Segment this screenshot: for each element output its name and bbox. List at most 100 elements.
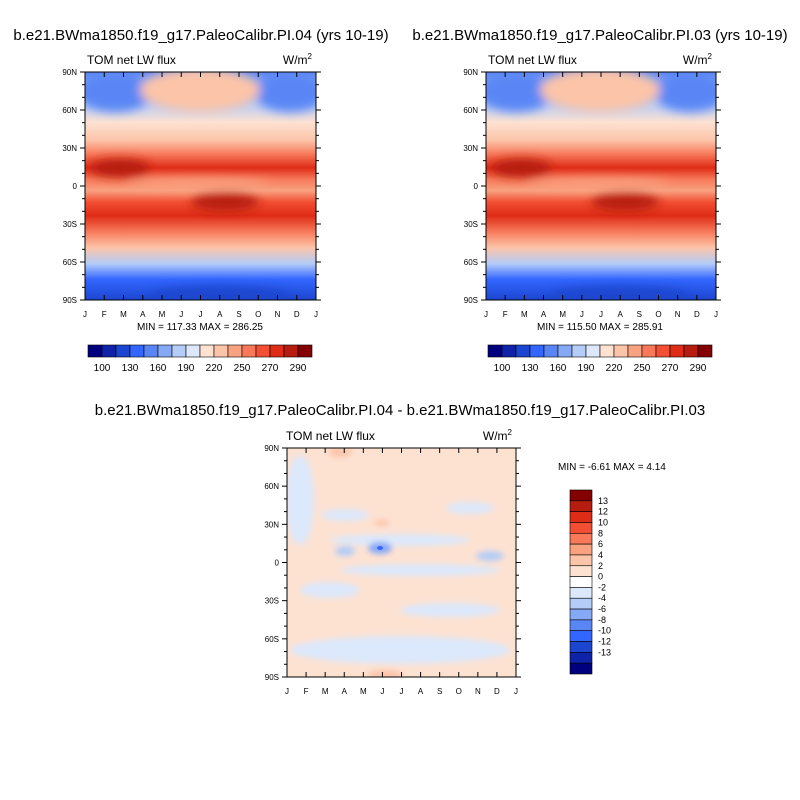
- x-tick-label: M: [322, 687, 329, 696]
- x-tick-label: O: [655, 310, 661, 319]
- colorbar-label: 190: [178, 363, 195, 374]
- colorbar-label: 0: [598, 572, 603, 582]
- panel-c-minmax: MIN = -6.61 MAX = 4.14: [558, 462, 666, 473]
- colorbar-swatch: [269, 344, 285, 358]
- x-tick-label: D: [694, 310, 700, 319]
- x-tick-label: S: [637, 310, 642, 319]
- colorbar-swatch: [569, 608, 593, 621]
- colorbar-swatch: [227, 344, 243, 358]
- colorbar-swatch: [569, 662, 593, 675]
- colorbar-swatch: [143, 344, 159, 358]
- colorbar-label: 4: [598, 550, 603, 560]
- y-tick-label: 90N: [463, 68, 478, 77]
- colorbar-swatch: [641, 344, 657, 358]
- colorbar-swatch: [101, 344, 117, 358]
- colorbar-swatch: [569, 652, 593, 664]
- colorbar-swatch: [129, 344, 145, 358]
- colorbar-label: 290: [690, 363, 707, 374]
- colorbar-label: 160: [150, 363, 167, 374]
- x-tick-label: J: [314, 310, 318, 319]
- x-tick-label: J: [599, 310, 603, 319]
- colorbar-swatch: [557, 344, 573, 358]
- colorbar-swatch: [569, 565, 593, 577]
- x-tick-label: D: [294, 310, 300, 319]
- x-tick-label: A: [541, 310, 547, 319]
- colorbar-label: 250: [634, 363, 651, 374]
- y-tick-label: 0: [275, 559, 280, 568]
- panel-b-title: b.e21.BWma1850.f19_g17.PaleoCalibr.PI.03…: [412, 27, 787, 44]
- panel-c-axes: J F M A M J J A S O N D J 90N 60N 30N 0 30S 60S 90S: [264, 444, 521, 696]
- colorbar-label: 290: [290, 363, 307, 374]
- colorbar-label: 270: [662, 363, 679, 374]
- x-tick-label: F: [503, 310, 508, 319]
- x-tick-label: J: [400, 687, 404, 696]
- y-tick-label: 90S: [464, 296, 478, 305]
- panel-a-axes: J F M A M J J A S O N D J 90N 60N 30N 0 30S 60S 90S: [62, 68, 321, 319]
- x-tick-label: J: [714, 310, 718, 319]
- x-tick-label: O: [456, 687, 462, 696]
- colorbar-swatch: [515, 344, 531, 358]
- panel-a-title: b.e21.BWma1850.f19_g17.PaleoCalibr.PI.04…: [13, 27, 388, 44]
- colorbar-label: 130: [122, 363, 139, 374]
- colorbar-swatch: [297, 344, 313, 358]
- colorbar-swatch: [569, 511, 593, 523]
- panel-a-units-label: W/m2: [283, 52, 313, 67]
- colorbar-swatch: [569, 500, 593, 512]
- colorbar-label: 190: [578, 363, 595, 374]
- colorbar-swatch: [683, 344, 699, 358]
- x-tick-label: J: [580, 310, 584, 319]
- x-tick-label: S: [437, 687, 442, 696]
- x-tick-label: A: [140, 310, 146, 319]
- colorbar-swatch: [569, 576, 593, 588]
- colorbar-label: -8: [598, 615, 606, 625]
- colorbar-swatch: [571, 344, 587, 358]
- colorbar-label: 220: [606, 363, 623, 374]
- panel-a-field: [85, 72, 316, 300]
- x-tick-label: J: [285, 687, 289, 696]
- x-tick-label: F: [304, 687, 309, 696]
- y-tick-label: 60N: [463, 106, 478, 115]
- panel-c-field: [287, 448, 516, 677]
- colorbar-swatch: [569, 597, 593, 610]
- panel-b-units-label: W/m2: [683, 52, 713, 67]
- x-tick-label: J: [179, 310, 183, 319]
- x-tick-label: N: [675, 310, 681, 319]
- colorbar-label: 2: [598, 561, 603, 571]
- panel-b-field: [486, 72, 716, 300]
- colorbar-swatch: [213, 344, 229, 358]
- colorbar-label: -13: [598, 647, 611, 657]
- colorbar-swatch: [669, 344, 685, 358]
- panel-c-variable-label: TOM net LW flux: [286, 429, 375, 443]
- y-tick-label: 30N: [264, 520, 279, 529]
- colorbar-swatch: [569, 543, 593, 556]
- x-tick-label: D: [494, 687, 500, 696]
- colorbar-swatch: [569, 641, 593, 653]
- y-tick-label: 0: [474, 182, 479, 191]
- colorbar-swatch: [569, 532, 593, 545]
- panel-b-variable-label: TOM net LW flux: [488, 53, 577, 67]
- y-tick-label: 30N: [463, 144, 478, 153]
- colorbar-label: 8: [598, 528, 603, 538]
- x-tick-label: J: [514, 687, 518, 696]
- x-tick-label: M: [521, 310, 528, 319]
- colorbar-swatch: [543, 344, 559, 358]
- colorbar-swatch: [241, 344, 257, 358]
- x-tick-label: M: [360, 687, 367, 696]
- y-tick-label: 30S: [265, 597, 279, 606]
- y-tick-label: 90S: [63, 296, 77, 305]
- colorbar-swatch: [171, 344, 187, 358]
- colorbar-swatch: [697, 344, 713, 358]
- y-tick-label: 30S: [63, 220, 77, 229]
- colorbar-label: -12: [598, 637, 611, 647]
- colorbar-label: 220: [206, 363, 223, 374]
- colorbar-label: -6: [598, 604, 606, 614]
- y-tick-label: 60S: [265, 635, 279, 644]
- colorbar-swatch: [655, 344, 671, 358]
- colorbar-swatch: [599, 344, 615, 358]
- colorbar-swatch: [585, 344, 601, 358]
- colorbar-swatch: [613, 344, 629, 358]
- x-tick-label: A: [418, 687, 424, 696]
- colorbar-swatch: [185, 344, 201, 358]
